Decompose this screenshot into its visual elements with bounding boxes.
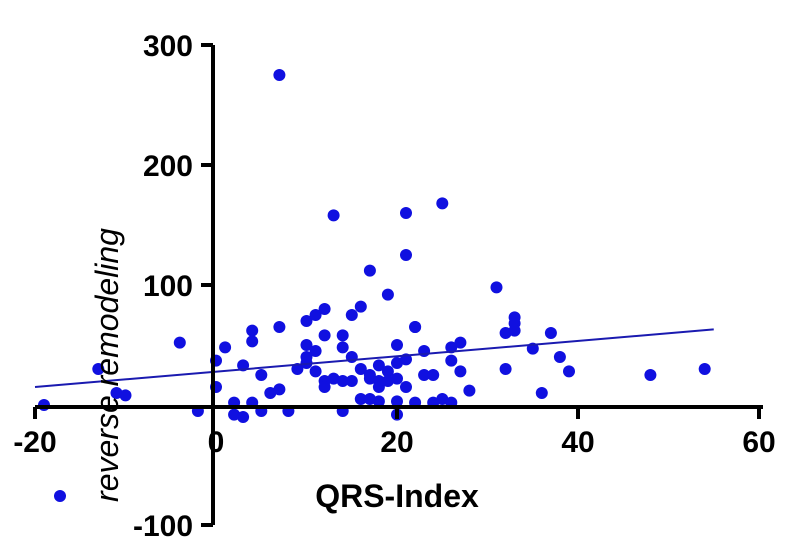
data-point xyxy=(110,387,123,399)
x-tick-label: -20 xyxy=(13,426,56,459)
data-point xyxy=(499,327,512,339)
data-point xyxy=(553,351,566,363)
data-point xyxy=(490,281,503,294)
data-point xyxy=(264,387,277,399)
data-point xyxy=(508,324,521,337)
data-point xyxy=(255,369,268,381)
data-point xyxy=(119,389,132,402)
data-point xyxy=(246,335,259,348)
data-point xyxy=(345,375,358,387)
x-axis-title: QRS-Index xyxy=(315,478,479,514)
data-point xyxy=(372,359,385,372)
data-point xyxy=(418,369,431,381)
data-point xyxy=(391,357,403,369)
y-tick-label: -100 xyxy=(133,510,193,543)
data-point xyxy=(644,369,657,381)
x-tick-label: 40 xyxy=(561,426,594,459)
data-point xyxy=(173,336,186,349)
data-point xyxy=(563,365,575,378)
data-point xyxy=(436,393,449,405)
data-point xyxy=(363,372,376,385)
data-point xyxy=(363,264,376,277)
data-point xyxy=(336,375,349,387)
data-point xyxy=(391,372,403,385)
data-point xyxy=(381,365,394,378)
data-point xyxy=(92,363,105,375)
data-point xyxy=(454,336,467,349)
data-point xyxy=(535,387,548,399)
data-point xyxy=(698,363,711,375)
y-tick-label: 300 xyxy=(143,30,193,63)
data-point xyxy=(381,375,394,387)
data-point xyxy=(400,249,412,261)
data-point xyxy=(318,329,331,342)
data-point xyxy=(336,341,349,354)
data-point xyxy=(372,395,385,408)
data-point xyxy=(381,288,394,301)
data-point xyxy=(309,309,322,321)
data-point xyxy=(237,411,250,423)
data-point xyxy=(400,381,412,393)
data-point xyxy=(354,363,367,375)
data-point xyxy=(354,393,367,405)
data-point xyxy=(391,339,403,351)
data-point xyxy=(318,303,331,315)
data-point xyxy=(327,209,340,222)
data-point xyxy=(363,393,376,405)
data-point xyxy=(454,365,467,378)
data-point xyxy=(309,365,322,378)
y-axis-title: reverse remodeling xyxy=(89,228,125,502)
data-point xyxy=(391,395,403,408)
data-point xyxy=(427,369,440,381)
data-point xyxy=(300,339,313,351)
x-tick-label: 20 xyxy=(380,426,413,459)
y-tick-label: 200 xyxy=(143,150,193,183)
data-point xyxy=(219,341,232,354)
data-point xyxy=(228,408,241,421)
data-point xyxy=(463,384,476,397)
data-point xyxy=(409,321,422,333)
x-tick-label: 60 xyxy=(742,426,775,459)
data-point xyxy=(445,354,458,367)
data-point xyxy=(309,345,322,357)
data-point xyxy=(273,69,286,81)
y-tick-label: 100 xyxy=(143,270,193,303)
data-point xyxy=(300,315,313,327)
data-point xyxy=(246,324,259,337)
data-point xyxy=(400,207,412,219)
data-point xyxy=(372,375,385,387)
data-point xyxy=(291,363,304,375)
data-point xyxy=(436,197,449,210)
legend-marker xyxy=(54,490,66,502)
data-point xyxy=(354,300,367,313)
data-point xyxy=(273,383,286,396)
regression-line xyxy=(34,328,714,388)
data-points xyxy=(38,69,711,423)
data-point xyxy=(273,321,286,333)
data-point xyxy=(336,329,349,342)
data-point xyxy=(327,372,340,385)
x-tick-label: 0 xyxy=(208,426,225,459)
data-point xyxy=(499,363,512,375)
data-point xyxy=(445,341,458,354)
data-point xyxy=(345,309,358,321)
data-point xyxy=(318,381,331,393)
data-point xyxy=(544,327,557,339)
